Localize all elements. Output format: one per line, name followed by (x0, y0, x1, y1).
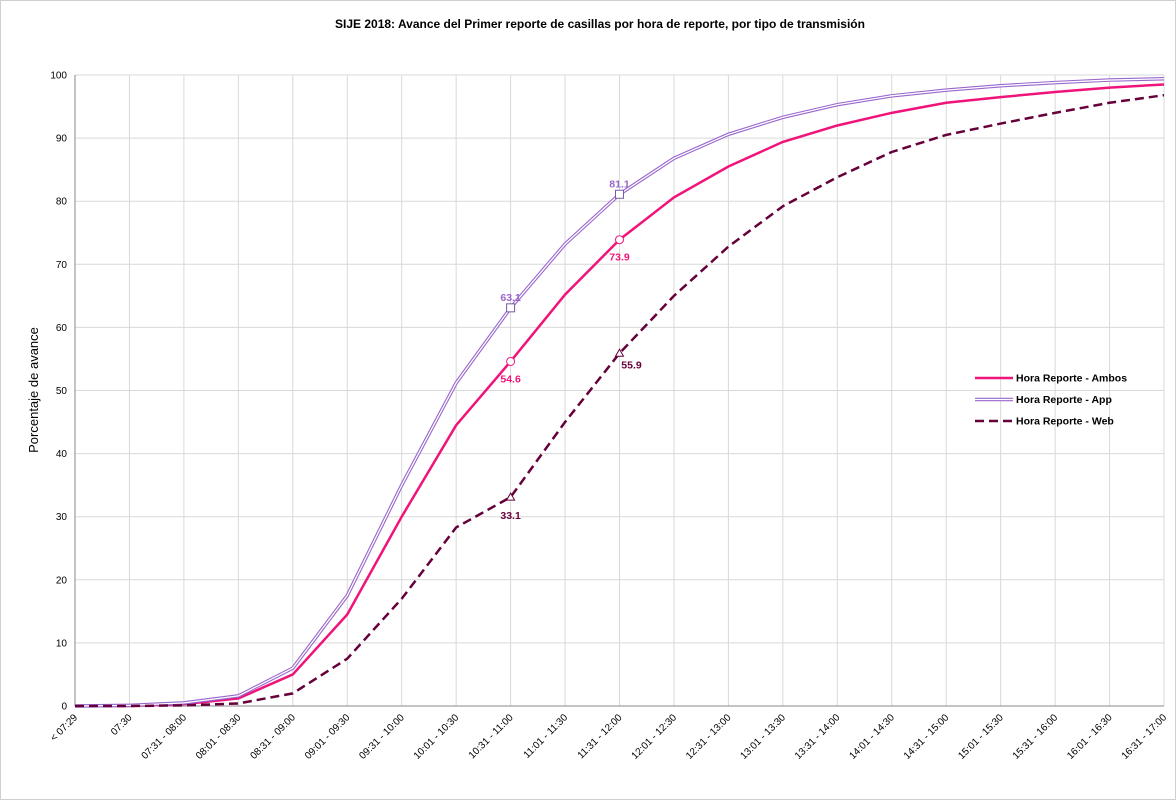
legend-label: Hora Reporte - Ambos (1016, 373, 1127, 385)
y-tick-label: 0 (61, 702, 67, 713)
y-tick-label: 40 (56, 449, 68, 460)
marker (506, 303, 516, 313)
y-tick-label: 70 (56, 260, 68, 271)
marker (615, 189, 624, 199)
marker (505, 492, 516, 501)
y-tick-label: 50 (56, 386, 68, 397)
y-tick-label: 100 (50, 71, 67, 82)
marker (506, 356, 516, 366)
data-label: 54.6 (500, 373, 521, 385)
legend-label: Hora Reporte - Web (1016, 416, 1114, 428)
data-label: 63.1 (500, 292, 521, 304)
y-tick-label: 60 (56, 323, 68, 334)
data-label: 55.9 (621, 359, 642, 371)
y-tick-label: 80 (56, 197, 68, 208)
y-tick-label: 30 (56, 512, 68, 523)
y-tick-label: 90 (56, 134, 68, 145)
marker (615, 235, 624, 245)
y-axis-label: Porcentaje de avance (26, 327, 41, 453)
y-tick-label: 10 (56, 638, 68, 649)
y-tick-label: 20 (56, 575, 68, 586)
chart-title: SIJE 2018: Avance del Primer reporte de … (335, 17, 865, 31)
data-label: 81.1 (609, 178, 630, 190)
marker (614, 348, 625, 357)
data-label: 73.9 (609, 252, 630, 264)
data-label: 33.1 (500, 510, 521, 522)
legend-label: Hora Reporte - App (1016, 394, 1112, 406)
